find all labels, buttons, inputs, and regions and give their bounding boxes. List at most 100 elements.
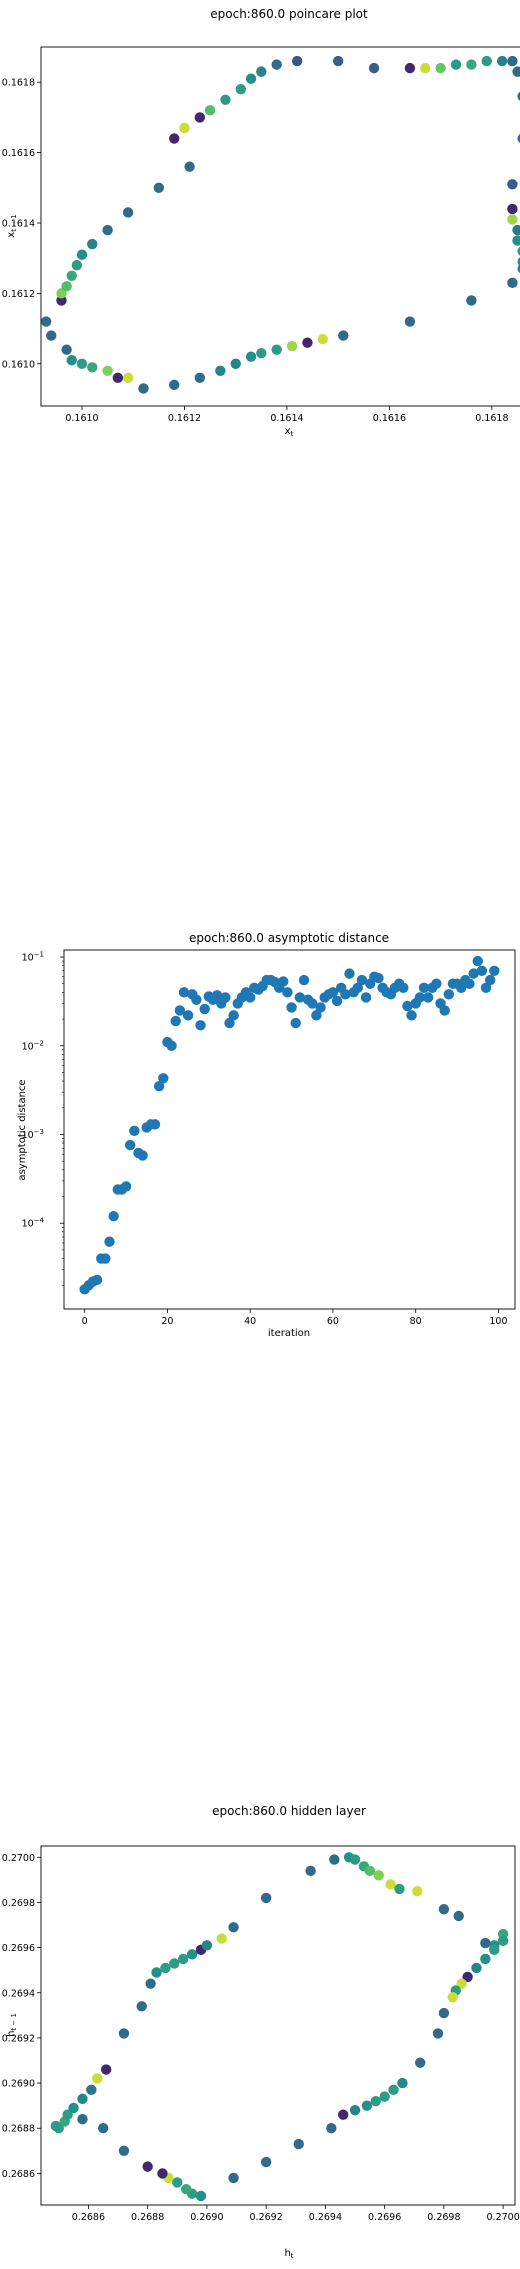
scatter-point (507, 203, 518, 215)
x-tick-label: 0.1618 (475, 413, 508, 424)
scatter-point (61, 344, 72, 355)
scatter-point (92, 2073, 103, 2084)
scatter-point (360, 992, 372, 1003)
scatter-point (142, 2161, 153, 2172)
scatter-point (235, 84, 247, 95)
hidden-layer-xlabel: ht (284, 2248, 293, 2260)
scatter-point (228, 1010, 239, 1021)
scatter-point (352, 982, 363, 993)
scatter-point (112, 372, 124, 384)
scatter-point (120, 1181, 132, 1192)
x-tick-label: 80 (410, 1316, 422, 1327)
scatter-point (260, 2156, 272, 2168)
scatter-point (344, 968, 355, 979)
y-tick-label: 10−4 (22, 1217, 45, 1230)
scatter-point (76, 249, 88, 260)
scatter-point (517, 264, 520, 274)
scatter-point (138, 383, 149, 394)
scatter-point (438, 2007, 450, 2019)
scatter-point (271, 59, 282, 70)
scatter-point (356, 974, 368, 986)
scatter-point (195, 2190, 207, 2202)
scatter-point (512, 66, 520, 77)
hidden-layer-ylabel: ht − 1 (6, 2013, 18, 2037)
scatter-point (373, 972, 384, 984)
scatter-point (136, 2001, 147, 2012)
scatter-point (228, 1922, 239, 1933)
x-tick-label: 0.1610 (65, 413, 98, 424)
scatter-point (129, 1125, 140, 1137)
hidden-layer-frame (40, 1845, 516, 2206)
scatter-point (497, 1935, 509, 1947)
scatter-point (507, 277, 518, 289)
scatter-point (476, 965, 488, 976)
scatter-point (385, 1879, 396, 1890)
scatter-point (438, 1904, 450, 1915)
scatter-point (186, 1949, 198, 1960)
asymptotic-distance-title: epoch:860.0 asymptotic distance (189, 931, 389, 945)
scatter-point (157, 2168, 168, 2179)
scatter-point (286, 1002, 297, 1013)
scatter-point (484, 974, 496, 986)
scatter-point (507, 179, 518, 190)
scatter-point (50, 2120, 62, 2132)
scatter-point (211, 990, 223, 1001)
scatter-point (422, 992, 434, 1003)
y-tick-label: 10−2 (22, 1039, 44, 1052)
scatter-point (122, 372, 134, 384)
scatter-point (305, 1865, 316, 1877)
scatter-point (420, 62, 431, 74)
scatter-point (271, 344, 282, 355)
scatter-point (397, 2077, 408, 2089)
hidden-layer-ticks: 0.2686 0.2688 0.2690 0.2692 0.2694 0.2696 0.26… (2, 1853, 520, 2223)
scatter-point (329, 1854, 340, 1865)
x-tick-label: 40 (244, 1316, 256, 1327)
scatter-point (194, 372, 206, 384)
scatter-point (349, 1854, 361, 1865)
scatter-point (184, 161, 195, 172)
y-tick-label: 0.2688 (2, 2124, 35, 2135)
poincare-plot-frame (40, 46, 520, 407)
scatter-point (137, 1150, 148, 1161)
scatter-point (496, 55, 508, 67)
asymptotic-distance-plot: epoch:860.0 asymptotic distance 0 20 40 60 8… (17, 931, 516, 1339)
scatter-point (435, 62, 446, 74)
scatter-point (480, 1937, 491, 1949)
scatter-point (489, 965, 500, 976)
scatter-point (349, 2104, 361, 2116)
scatter-point (199, 1003, 210, 1015)
scatter-point (169, 133, 180, 144)
scatter-point (228, 2172, 239, 2184)
x-tick-label: 0.2698 (427, 2212, 460, 2223)
x-tick-label: 20 (161, 1316, 173, 1327)
hidden-layer-title: epoch:860.0 hidden layer (212, 1804, 366, 1818)
scatter-point (294, 992, 306, 1003)
scatter-point (370, 2095, 381, 2107)
scatter-point (298, 974, 310, 986)
scatter-point (102, 224, 113, 236)
scatter-point (412, 1885, 423, 1897)
scatter-point (404, 316, 416, 327)
scatter-point (178, 987, 190, 998)
scatter-point (456, 1978, 467, 1989)
scatter-point (77, 2114, 88, 2125)
scatter-point (340, 989, 351, 1000)
scatter-point (517, 246, 520, 256)
scatter-point (517, 257, 520, 267)
x-tick-label: 0.2690 (190, 2212, 223, 2223)
scatter-point (158, 1073, 169, 1084)
x-tick-label: 0.2696 (368, 2212, 401, 2223)
scatter-point (464, 978, 475, 989)
scatter-point (315, 1002, 326, 1013)
scatter-point (453, 1910, 464, 1922)
x-tick-label: 0.2700 (487, 2212, 520, 2223)
y-tick-label: 0.1614 (2, 218, 35, 229)
scatter-point (215, 365, 226, 377)
poincare-plot-points (40, 55, 520, 394)
x-tick-label: 100 (489, 1316, 507, 1327)
scatter-point (278, 976, 289, 987)
scatter-point (512, 224, 520, 236)
asymptotic-distance-points (79, 955, 500, 1295)
scatter-point (172, 2177, 183, 2188)
